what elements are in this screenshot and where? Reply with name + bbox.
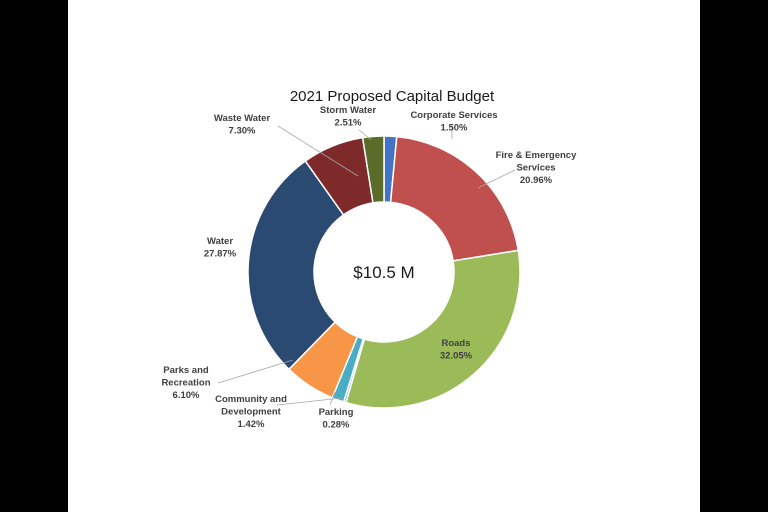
label-waste-water: Waste Water 7.30% [214, 113, 271, 137]
center-total-label: $10.5 M [353, 263, 414, 282]
leader-fire-and-emergency-services [477, 169, 516, 189]
slice-roads [344, 249, 521, 409]
leader-parks-and-recreation [217, 359, 294, 384]
leader-community-and-development [276, 397, 343, 406]
label-corporate-services: Corporate Services 1.50% [410, 110, 497, 134]
slice-storm-water [361, 135, 385, 204]
leader-storm-water [358, 129, 372, 141]
label-water: Water 27.87% [204, 236, 237, 260]
leader-lines [217, 125, 516, 406]
chart-slide: 2021 Proposed Capital Budget Corporate S… [68, 0, 700, 512]
label-fire-and-emergency-services: Fire & Emergency Services 20.96% [496, 150, 577, 186]
label-storm-water: Storm Water 2.51% [320, 105, 376, 129]
leader-parking [329, 391, 336, 406]
label-parks-and-recreation: Parks and Recreation 6.10% [161, 365, 210, 401]
slices-group [247, 135, 521, 409]
chart-title: 2021 Proposed Capital Budget [290, 88, 495, 105]
label-parking: Parking 0.28% [319, 407, 354, 431]
label-community-and-development: Community and Development 1.42% [215, 394, 287, 430]
slice-water [247, 159, 345, 371]
data-labels: Corporate Services 1.50% Fire & Emergency S… [161, 105, 577, 431]
slice-fire-and-emergency-services [389, 135, 520, 262]
leader-waste-water [277, 125, 359, 177]
label-roads: Roads 32.05% [440, 338, 473, 362]
doughnut-chart: 2021 Proposed Capital Budget Corporate S… [161, 88, 577, 431]
